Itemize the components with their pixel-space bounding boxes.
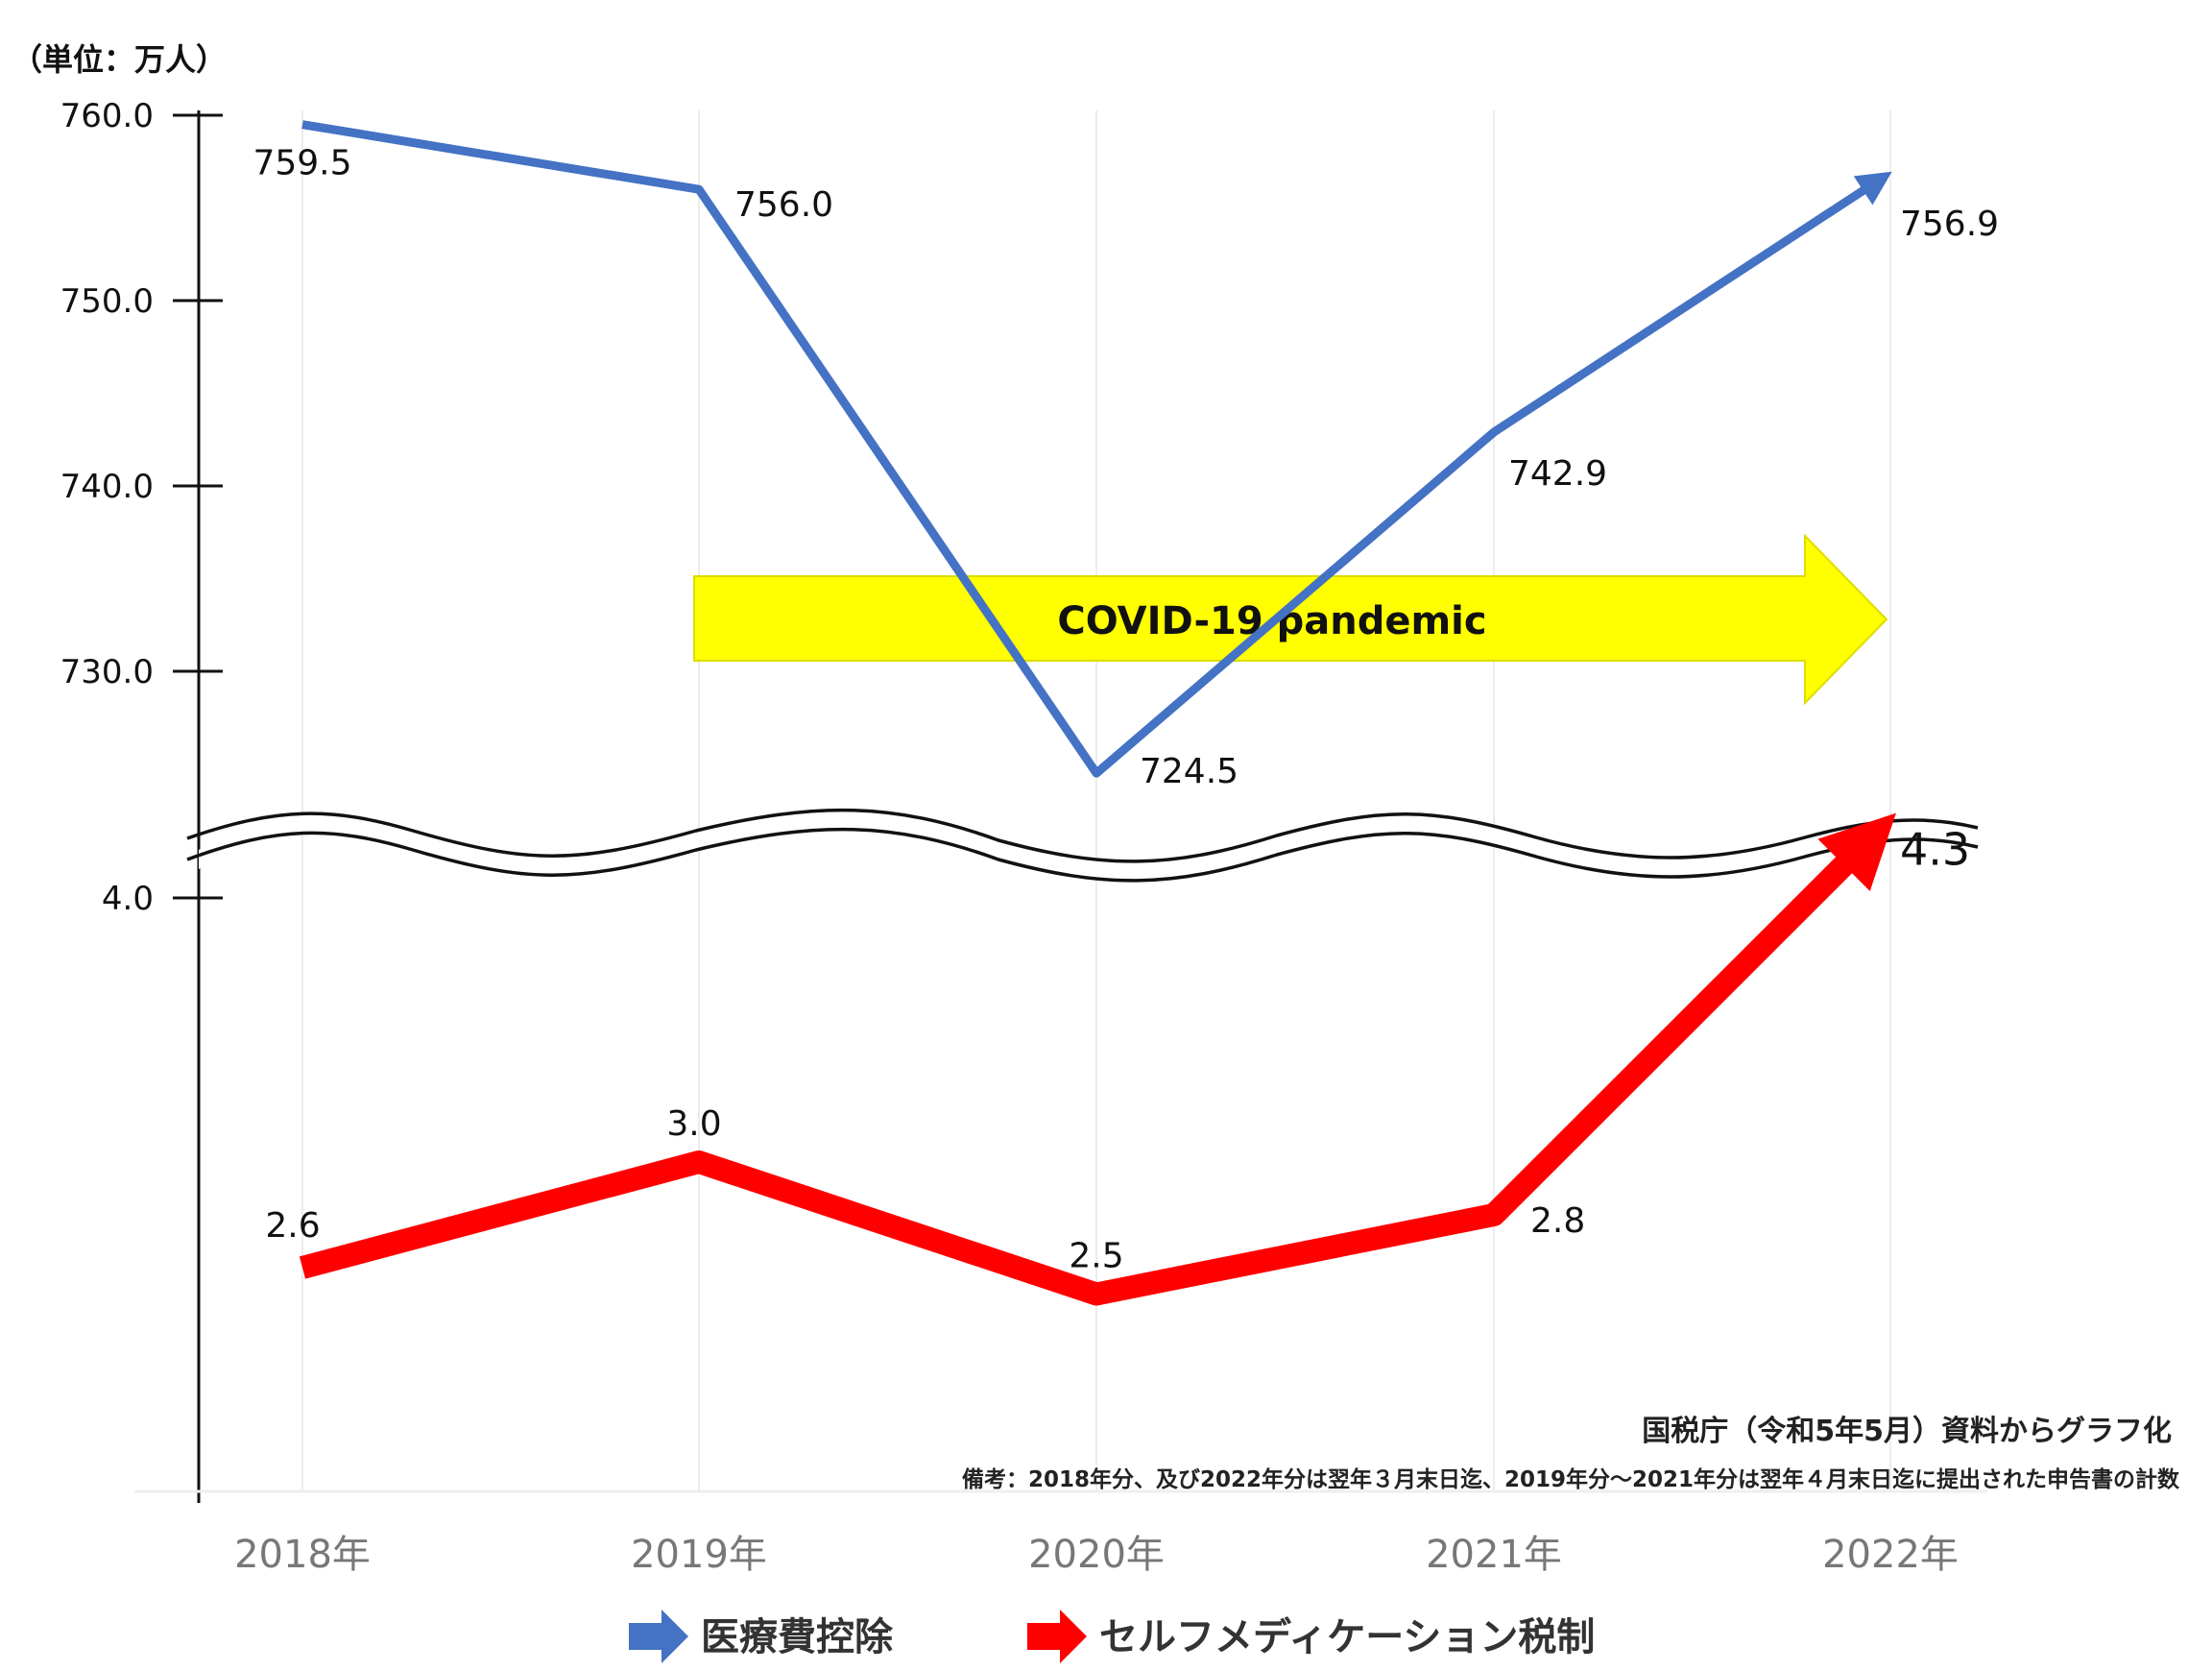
y-tick-label-upper-1: 750.0 — [60, 282, 154, 321]
data-label-s0-0: 759.5 — [252, 144, 351, 183]
legend-arrow-icon-0 — [629, 1610, 688, 1663]
data-label-s1-3: 2.8 — [1530, 1201, 1585, 1241]
x-label-2: 2020年 — [1028, 1533, 1165, 1577]
data-label-s1-1: 3.0 — [666, 1104, 721, 1144]
y-tick-label-upper-0: 760.0 — [60, 97, 154, 135]
data-label-s0-3: 742.9 — [1508, 454, 1607, 494]
data-label-s1-0: 2.6 — [265, 1206, 320, 1246]
x-label-4: 2022年 — [1822, 1533, 1959, 1577]
break-line-lower — [186, 827, 1979, 883]
data-labels: 759.5 756.0 724.5 742.9 756.9 2.6 3.0 2.5 2.8 4.3 — [252, 144, 1999, 1276]
y-tick-label-upper-2: 740.0 — [60, 468, 154, 506]
y-axis-ticks: 760.0 750.0 740.0 730.0 4.0 — [60, 97, 223, 918]
break-line-upper — [186, 808, 1979, 863]
data-label-s0-2: 724.5 — [1140, 752, 1238, 791]
legend-label-1: セルフメディケーション税制 — [1099, 1615, 1595, 1659]
legend: 医療費控除 セルフメディケーション税制 — [629, 1610, 1595, 1663]
source-note: 国税庁（令和5年5月）資料からグラフ化 — [1642, 1415, 2172, 1448]
data-label-s1-2: 2.5 — [1069, 1237, 1123, 1276]
x-label-0: 2018年 — [234, 1533, 371, 1577]
covid-arrow-shape — [693, 533, 1888, 706]
x-label-1: 2019年 — [631, 1533, 767, 1577]
legend-item-0: 医療費控除 — [629, 1610, 894, 1663]
legend-arrow-icon-1 — [1027, 1610, 1087, 1663]
x-label-3: 2021年 — [1426, 1533, 1562, 1577]
data-label-s1-4: 4.3 — [1900, 824, 1970, 876]
covid-annotation: COVID-19 pandemic — [693, 533, 1888, 706]
legend-item-1: セルフメディケーション税制 — [1027, 1610, 1595, 1663]
series-line-0 — [301, 120, 1892, 778]
unit-label: （単位：万人） — [12, 41, 227, 78]
series-lines — [299, 120, 1896, 1306]
remarks-note: 備考：2018年分、及び2022年分は翌年３月末日迄、2019年分～2021年分… — [962, 1466, 2180, 1492]
y-tick-label-upper-3: 730.0 — [60, 653, 154, 691]
y-tick-label-lower-0: 4.0 — [102, 880, 154, 918]
x-axis-labels: 2018年 2019年 2020年 2021年 2022年 — [234, 1533, 1959, 1577]
data-label-s0-1: 756.0 — [734, 185, 833, 225]
data-label-s0-4: 756.9 — [1900, 205, 1999, 244]
legend-label-0: 医療費控除 — [701, 1615, 894, 1659]
axis-break — [186, 808, 1979, 883]
series-line-1 — [299, 812, 1896, 1306]
